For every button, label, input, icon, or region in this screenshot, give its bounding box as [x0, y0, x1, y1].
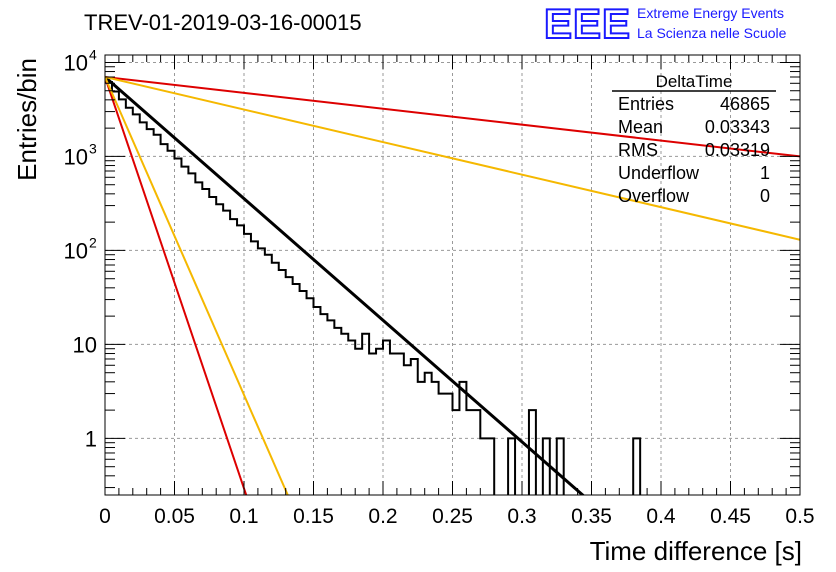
stats-row-label: Entries	[618, 94, 674, 114]
logo-caption-line2: La Scienza nelle Scuole	[637, 25, 787, 41]
fit-line-4	[105, 76, 800, 241]
y-tick-label: 10	[64, 238, 88, 263]
stats-row-label: Underflow	[618, 163, 700, 183]
logo-caption-line1: Extreme Energy Events	[637, 5, 784, 21]
stats-row-value: 0	[760, 186, 770, 206]
chart-title: TREV-01-2019-03-16-00015	[84, 10, 362, 35]
y-axis-label: Entries/bin	[12, 58, 42, 181]
stats-row-value: 1	[760, 163, 770, 183]
y-tick-exponent: 3	[89, 140, 97, 156]
fit-line-5	[105, 76, 289, 495]
plot-series	[105, 75, 800, 495]
x-axis-label: Time difference [s]	[590, 536, 802, 566]
y-tick-label: 10	[73, 332, 97, 357]
x-tick-label: 0.2	[368, 505, 397, 528]
x-tick-label: 0	[99, 505, 111, 528]
axis-ticks	[104, 55, 801, 495]
stats-row-value: 46865	[720, 94, 770, 114]
stats-box-title: DeltaTime	[656, 72, 733, 91]
x-tick-label: 0.4	[646, 505, 676, 528]
y-tick-label: 10	[64, 144, 88, 169]
fit-line-1	[105, 75, 585, 495]
x-tick-label: 0.35	[571, 505, 612, 528]
x-tick-label: 0.3	[507, 505, 536, 528]
stats-row-value: 0.03343	[705, 117, 770, 137]
x-tick-label: 0.45	[710, 505, 751, 528]
stats-row-value: 0.03319	[705, 140, 770, 160]
x-tick-label: 0.25	[432, 505, 473, 528]
x-tick-label: 0.05	[154, 505, 195, 528]
x-tick-label: 0.15	[293, 505, 334, 528]
x-tick-label: 0.1	[229, 505, 258, 528]
stats-row-label: Overflow	[618, 186, 690, 206]
fit-line-3	[105, 76, 248, 495]
y-tick-exponent: 2	[89, 234, 97, 250]
histogram-steps	[105, 80, 642, 495]
y-tick-exponent: 4	[89, 46, 97, 62]
y-tick-label: 1	[85, 426, 97, 451]
y-tick-label: 10	[64, 50, 88, 75]
stats-rows: Entries 46865 Mean 0.03343 RMS 0.03319Underfl…	[618, 94, 770, 206]
stats-box: DeltaTime Entries 46865 Mean 0.03343 RMS 0.03…	[612, 72, 776, 206]
stats-row-label: RMS	[618, 140, 658, 160]
plot-area	[105, 75, 800, 495]
eee-logo: EEE	[544, 0, 631, 47]
x-tick-label: 0.5	[785, 505, 814, 528]
fit-line-2	[105, 76, 800, 158]
stats-row-label: Mean	[618, 117, 663, 137]
grid	[105, 55, 800, 495]
x-tick-labels: 0 0.05 0.1 0.15 0.2 0.25 0.3 0.35 0.4 0.45 0.5	[99, 505, 814, 528]
